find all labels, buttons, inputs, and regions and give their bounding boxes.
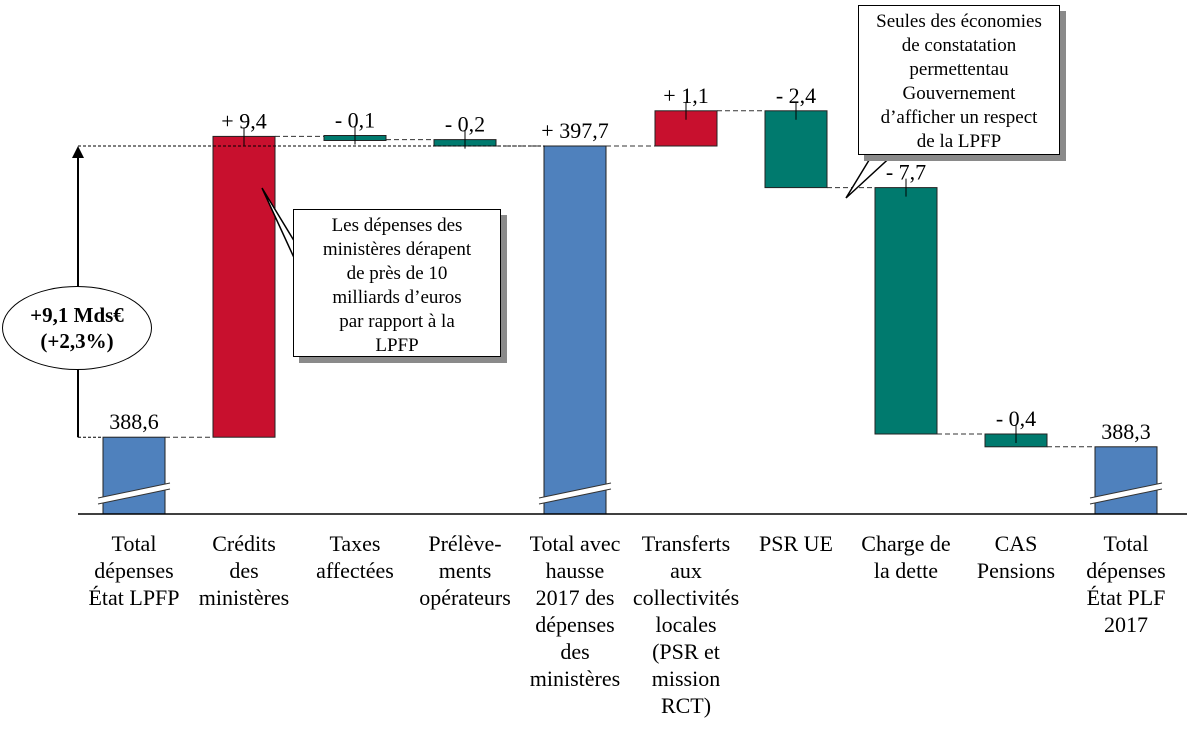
value-label-3: - 0,1: [335, 108, 375, 133]
value-label-8: - 7,7: [886, 160, 926, 185]
axis-break-mark: [97, 482, 171, 499]
bar-8: [874, 187, 938, 435]
growth-oval-label: +9,1 Mds€ (+2,3%): [2, 286, 152, 370]
axis-break-mark: [97, 488, 171, 505]
bar-10: [1094, 446, 1158, 515]
bar-5: [543, 145, 607, 515]
value-label-10: 388,3: [1101, 419, 1151, 444]
category-label-7: PSR UE: [759, 531, 833, 556]
value-label-5: + 397,7: [541, 118, 608, 143]
axis-break-mark: [538, 488, 612, 505]
axis-break-gap: [1090, 483, 1162, 504]
value-label-2: + 9,4: [221, 108, 266, 133]
axis-break-mark: [1089, 482, 1163, 499]
category-label-3: Taxes affectées: [316, 531, 394, 583]
axis-break-gap: [539, 483, 611, 504]
value-label-9: - 0,4: [996, 406, 1036, 431]
category-label-8: Charge de la dette: [861, 531, 951, 583]
annotation-layer: [72, 145, 898, 438]
value-label-1: 388,6: [109, 409, 159, 434]
category-label-2: Crédits des ministères: [198, 531, 290, 610]
axis-break-mark: [1089, 488, 1163, 505]
axis-break-gap: [98, 483, 170, 504]
growth-arrow-head: [72, 146, 84, 158]
bar-7: [764, 110, 828, 189]
ministries-overspend-callout: Les dépenses des ministères dérapent de …: [293, 209, 501, 357]
category-label-4: Prélève- ments opérateurs: [419, 531, 511, 610]
axis-break-mark: [538, 482, 612, 499]
value-label-7: - 2,4: [776, 83, 816, 108]
category-label-9: CAS Pensions: [976, 531, 1056, 583]
value-label-6: + 1,1: [663, 83, 708, 108]
category-label-1: Total dépenses État LPFP: [88, 531, 180, 610]
value-label-4: - 0,2: [445, 112, 485, 137]
bar-layer: 388,6 + 9,4 - 0,1 - 0,2 + 397,7 + 1,1 - 2,4 - 7…: [97, 83, 1163, 515]
savings-callout: Seules des économies de constatation per…: [858, 5, 1060, 155]
category-label-6: Transferts aux collectivités locales (PS…: [632, 531, 740, 718]
category-label-5: Total avec hausse 2017 des dépenses des …: [529, 531, 621, 691]
bar-1: [102, 436, 166, 515]
category-label-10: Total dépenses État PLF 2017: [1086, 531, 1166, 637]
bar-2: [212, 135, 276, 438]
